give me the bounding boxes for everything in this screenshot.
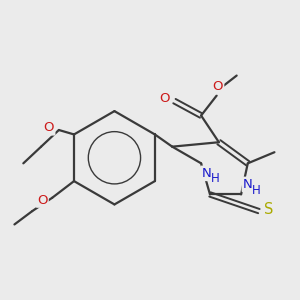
Text: N: N [202, 167, 211, 180]
Text: O: O [44, 121, 54, 134]
Text: H: H [211, 172, 220, 185]
Text: H: H [252, 184, 261, 196]
Text: O: O [159, 92, 170, 105]
Text: N: N [243, 178, 253, 191]
Text: O: O [37, 194, 47, 206]
Text: O: O [212, 80, 223, 93]
Text: S: S [264, 202, 274, 217]
